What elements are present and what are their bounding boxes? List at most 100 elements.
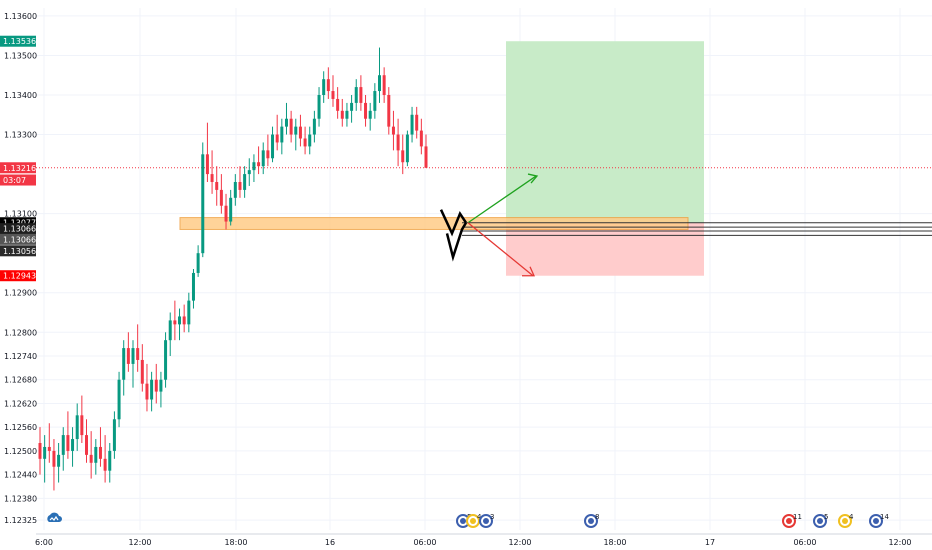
event-flag-dot [842, 518, 848, 524]
price-badge-label: 03:07 [3, 176, 26, 185]
price-badges: 1.135361.1321603:071.130771.130661.13066… [0, 35, 36, 282]
y-tick-label: 1.12680 [4, 376, 37, 385]
candle-body [150, 379, 154, 400]
candle-body [85, 435, 89, 455]
candle-body [377, 75, 381, 92]
candle-body [387, 95, 391, 127]
candle-body [312, 118, 316, 135]
candle-body [108, 450, 112, 471]
price-badge-label: 1.13066 [3, 235, 36, 244]
zones [36, 41, 932, 276]
target-arrow [467, 175, 537, 224]
y-tick-label: 1.12325 [4, 516, 37, 525]
candle-body [275, 134, 279, 143]
candle-body [112, 419, 116, 451]
candle-body [126, 348, 130, 364]
stop-arrow [467, 222, 534, 277]
candle-body [401, 150, 405, 163]
event-marker[interactable]: 8 [584, 513, 599, 528]
candle-body [201, 154, 205, 254]
candle-body [75, 415, 79, 440]
candle-body [364, 102, 368, 119]
candle-body [350, 102, 354, 111]
candle-body [424, 146, 428, 168]
candle-body [271, 134, 275, 159]
event-flag-dot [483, 518, 489, 524]
candle-body [131, 348, 135, 364]
candle-body [345, 110, 349, 119]
y-tick-label: 1.13300 [4, 131, 37, 140]
event-marker[interactable]: 5 [813, 513, 828, 528]
price-badge: 1.13536 [0, 35, 36, 47]
candle-body [47, 446, 51, 451]
candle-body [326, 79, 330, 92]
event-count: 8 [595, 513, 599, 521]
candle-body [410, 114, 414, 135]
candle-body [322, 79, 326, 95]
candle-body [415, 114, 419, 131]
candle-body [247, 170, 251, 175]
candle-body [396, 134, 400, 151]
price-badge: 1.13056 [0, 245, 36, 257]
x-tick-label: 06:00 [793, 538, 816, 547]
price-badge-bg [0, 162, 36, 174]
event-marker[interactable]: 4 [838, 513, 854, 528]
candle-body [205, 154, 209, 175]
candle-body [57, 454, 61, 467]
candle-body [71, 439, 75, 451]
candle-body [391, 126, 395, 135]
candle-body [94, 446, 98, 463]
candle-body [122, 348, 126, 380]
grid-lines [36, 8, 932, 530]
event-flag-dot [786, 518, 792, 524]
candle-body [38, 443, 42, 459]
candle-body [187, 300, 191, 325]
candle-body [103, 458, 107, 471]
event-marker[interactable]: 14 [869, 513, 889, 528]
x-tick-label: 18:00 [224, 538, 247, 547]
candle-body [368, 110, 372, 119]
price-badge-label: 1.13216 [3, 164, 36, 173]
price-badge: 1.13216 [0, 162, 36, 174]
x-tick-label: 06:00 [413, 538, 436, 547]
x-tick-label: 6:00 [35, 538, 53, 547]
event-flag-dot [460, 518, 466, 524]
candle-body [303, 138, 307, 147]
candle-body [173, 320, 177, 325]
candle-body [354, 87, 358, 103]
x-tick-label: 12:00 [128, 538, 151, 547]
candle-body [233, 182, 237, 198]
candle-body [257, 162, 261, 167]
price-badge: 1.13066 [0, 233, 36, 245]
y-tick-label: 1.13100 [4, 210, 37, 219]
event-flag-dot [588, 518, 594, 524]
candle-body [261, 150, 265, 167]
event-count: 11 [793, 513, 802, 521]
candle-body [210, 174, 214, 182]
candle-body [252, 162, 256, 171]
candle-body [298, 126, 302, 139]
drawings [439, 173, 539, 277]
event-count: 5 [824, 513, 828, 521]
price-badge-bg [0, 270, 36, 282]
candle-body [243, 174, 247, 190]
profit-zone [506, 41, 704, 223]
candle-body [224, 205, 228, 222]
y-tick-label: 1.13600 [4, 12, 37, 21]
candle-body [136, 348, 140, 360]
candle-body [61, 435, 65, 455]
candle-body [98, 446, 102, 459]
price-badge-bg [0, 217, 36, 229]
y-tick-label: 1.13500 [4, 51, 37, 60]
event-flag-dot [817, 518, 823, 524]
price-badge: 1.13066 [0, 223, 36, 235]
event-marker[interactable]: 3 [479, 513, 494, 528]
candle-body [89, 454, 93, 463]
candle-body [43, 446, 47, 459]
event-markers[interactable]: 5438115414 [456, 513, 889, 528]
y-axis: 1.13600 1.13500 1.13400 1.13300 1.13100 1.129… [4, 12, 37, 525]
candle-body [359, 87, 363, 103]
price-badge: 1.12943 [0, 270, 36, 282]
event-marker[interactable]: 11 [782, 513, 802, 528]
